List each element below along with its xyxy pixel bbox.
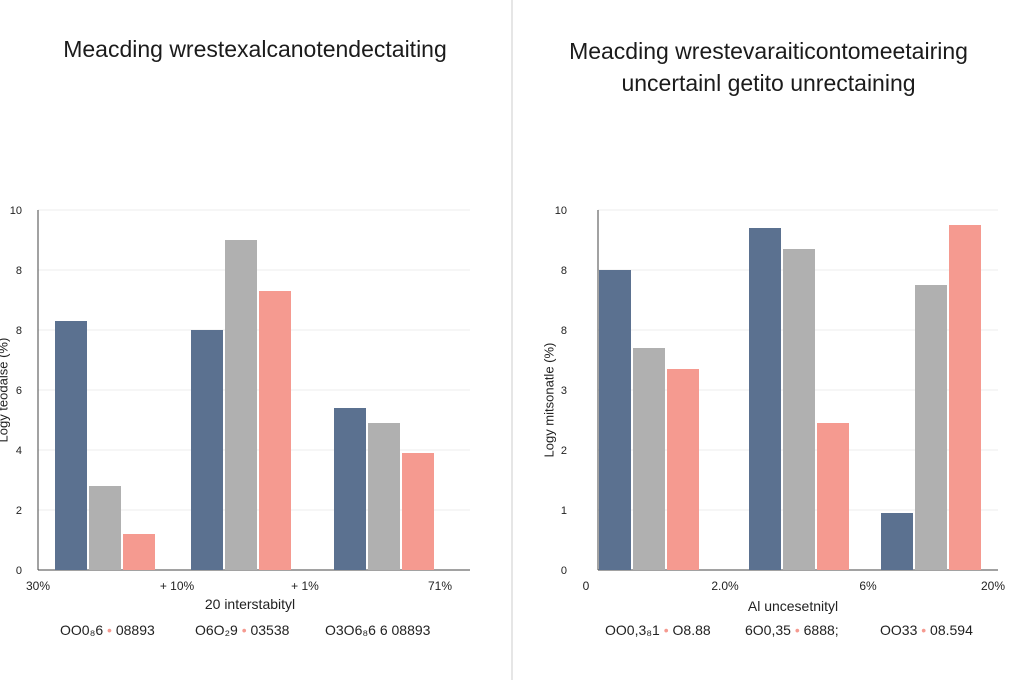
y-tick-label: 3 xyxy=(561,385,567,397)
x-axis-title: Al uncesetnityl xyxy=(747,598,839,614)
legend-dot: • xyxy=(663,622,669,638)
x-tick-label: 6% xyxy=(859,579,877,593)
bar xyxy=(749,228,781,570)
bar xyxy=(259,291,291,570)
x-tick-label: + 10% xyxy=(160,579,195,593)
legend-item: OO0,3₈1 • O8.88 xyxy=(605,622,711,638)
y-tick-label: 2 xyxy=(561,445,567,457)
y-tick-label: 6 xyxy=(16,385,22,397)
bar xyxy=(191,330,223,570)
y-tick-label: 8 xyxy=(561,265,567,277)
legend-dot: • xyxy=(794,622,800,638)
bar xyxy=(783,249,815,570)
bar xyxy=(915,285,947,570)
chart-subtitle: uncertainl getito unrectaining xyxy=(621,70,916,96)
legend-item: O6O₂9 • 03538 xyxy=(195,622,290,638)
bar-chart-left: 0 2 4 6 8 8 10 30% + 10% + 1% 71% xyxy=(10,205,470,593)
y-tick-label: 0 xyxy=(16,565,22,577)
y-tick-label: 2 xyxy=(16,505,22,517)
bar xyxy=(334,408,366,570)
y-axis-title: Logy teodalse (%) xyxy=(0,337,11,443)
x-tick-label: 0 xyxy=(583,579,590,593)
bar xyxy=(368,423,400,570)
legend-dot: • xyxy=(921,622,927,638)
bar xyxy=(123,534,155,570)
y-tick-label: 1 xyxy=(561,505,567,517)
x-tick-label: + 1% xyxy=(291,579,319,593)
legend-dot: • xyxy=(241,622,247,638)
y-tick-label: 0 xyxy=(561,565,567,577)
chart-title: Meacding wrestevaraiticontomeetairing xyxy=(569,38,968,64)
bar xyxy=(817,423,849,570)
legend: OO0,3₈1 • O8.88 6O0,35 • 6888; OO33 • 08… xyxy=(513,622,1024,642)
y-tick-label: 8 xyxy=(16,325,22,337)
chart-panel-right: Meacding wrestevaraiticontomeetairing un… xyxy=(513,0,1024,680)
y-tick-label: 8 xyxy=(561,325,567,337)
bar xyxy=(633,348,665,570)
bar xyxy=(599,270,631,570)
bar xyxy=(667,369,699,570)
x-axis-title: 20 interstabityl xyxy=(204,596,296,612)
legend: OO0₈6 • 08893 O6O₂9 • 03538 O3O6₈6 6 088… xyxy=(0,622,510,642)
y-tick-label: 8 xyxy=(16,265,22,277)
y-tick-label: 4 xyxy=(16,445,22,457)
legend-item: OO0₈6 • 08893 xyxy=(60,622,155,638)
legend-item: 6O0,35 • 6888; xyxy=(745,622,839,638)
x-tick-label: 71% xyxy=(428,579,452,593)
bar xyxy=(55,321,87,570)
legend-dot: • xyxy=(107,622,112,638)
bar xyxy=(402,453,434,570)
chart-panel-left: Meacding wrestexalcanotendectaiting 0 2 4 6… xyxy=(0,0,510,680)
bar xyxy=(949,225,981,570)
x-tick-label: 2.0% xyxy=(711,579,739,593)
bar xyxy=(881,513,913,570)
y-tick-label: 10 xyxy=(555,205,567,217)
panel-divider xyxy=(511,0,513,680)
bar xyxy=(225,240,257,570)
legend-item: O3O6₈6 6 08893 xyxy=(325,622,431,638)
bar xyxy=(89,486,121,570)
y-tick-label: 10 xyxy=(10,205,22,217)
x-tick-label: 30% xyxy=(26,579,50,593)
x-tick-label: 20% xyxy=(981,579,1005,593)
chart-title: Meacding wrestexalcanotendectaiting xyxy=(63,36,447,62)
legend-item: OO33 • 08.594 xyxy=(880,622,973,638)
bar-chart-right: 0 1 2 3 8 8 10 0 2.0% 6% 20% xyxy=(555,205,1006,593)
y-axis-title: Logy mitsonatle (%) xyxy=(541,342,557,458)
